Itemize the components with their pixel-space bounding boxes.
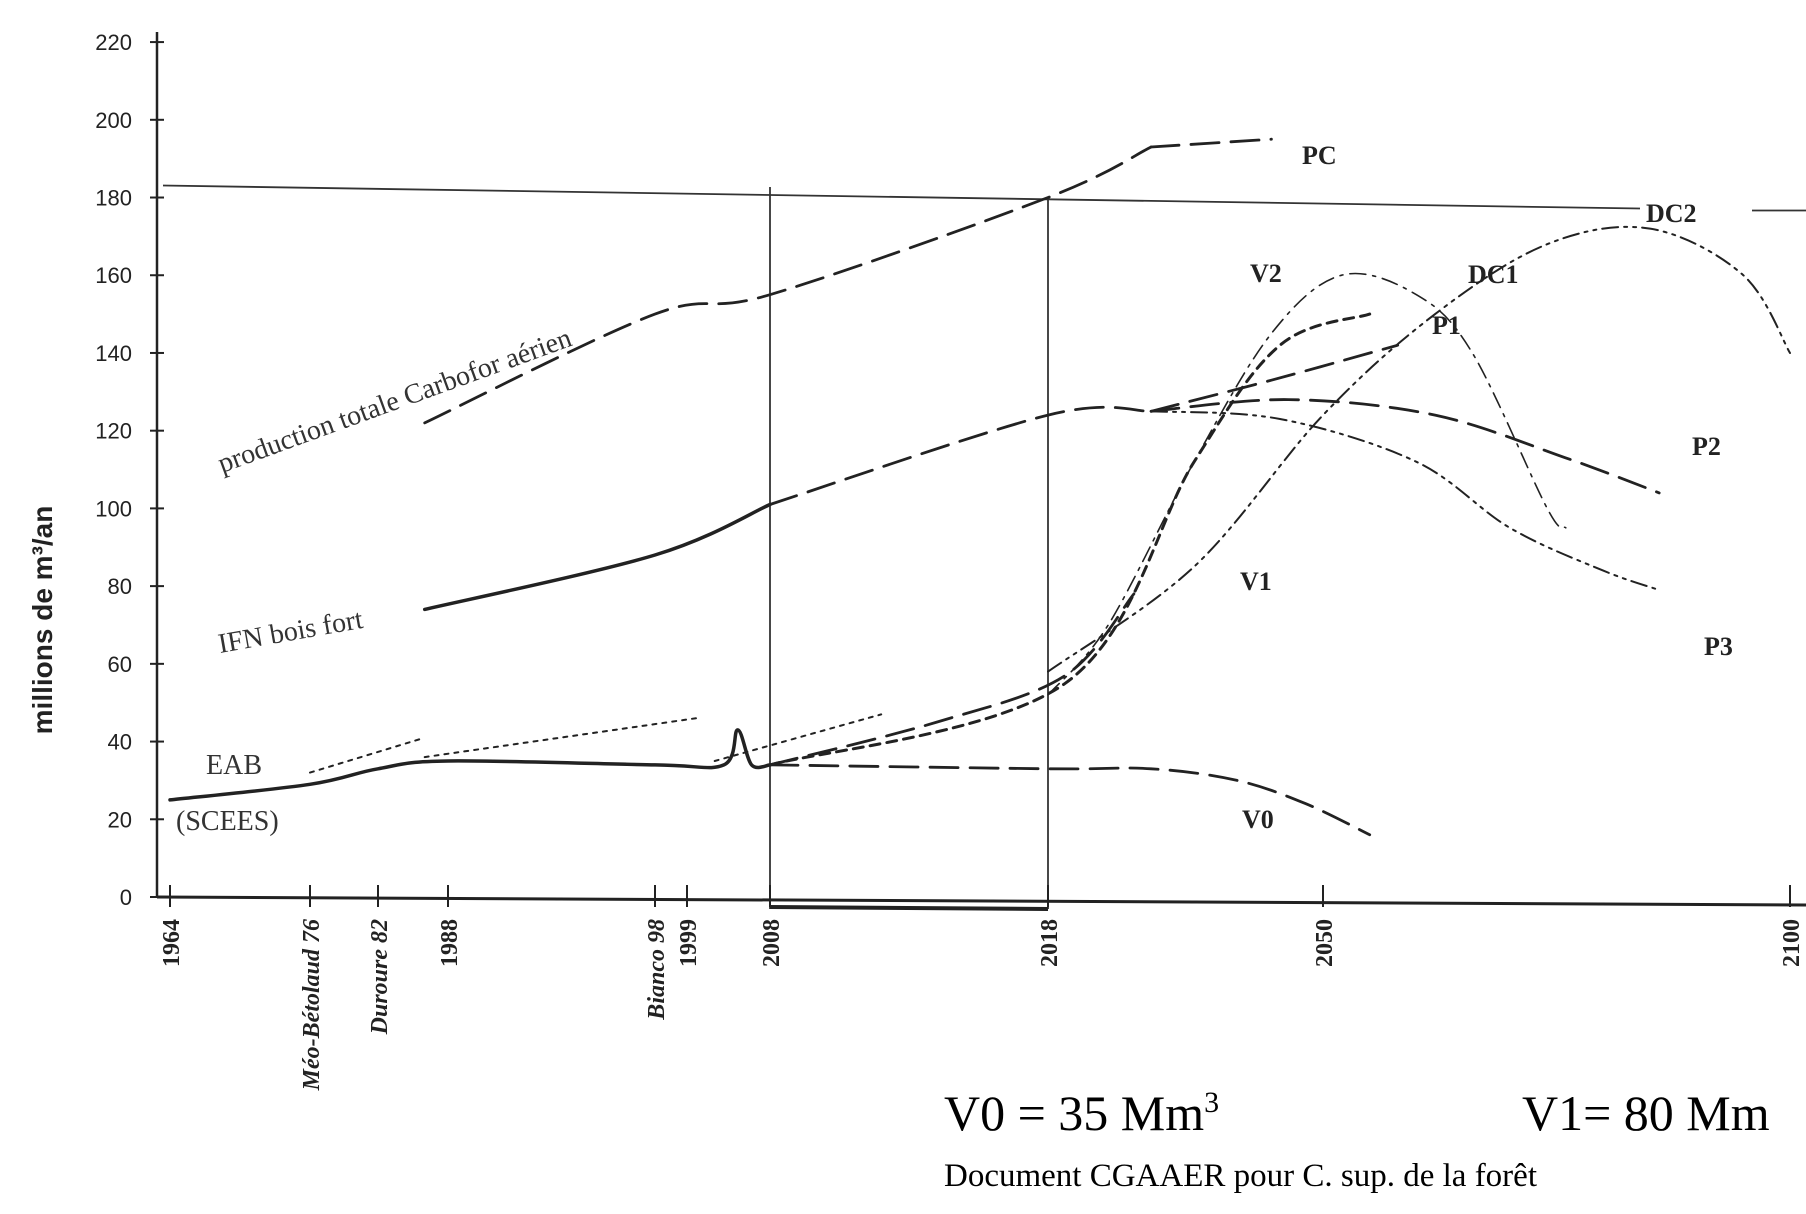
series-label-v0: V0 <box>1242 805 1274 834</box>
series-line-dc1 <box>1047 272 1567 696</box>
x-tick-label: Duroure 82 <box>367 919 393 1035</box>
reference-line-segment <box>162 184 1641 210</box>
series-line-v2 <box>768 312 1372 767</box>
x-tick-label: 2018 <box>1037 919 1063 967</box>
series-line-production-totale-carbofor-a-rien <box>423 145 1153 425</box>
x-axis-highlight <box>769 905 1049 911</box>
series-line-p1 <box>1149 343 1400 413</box>
axes <box>155 32 1806 911</box>
series-line-ifn-bois-fort <box>422 502 772 612</box>
series-line-p3 <box>1150 410 1661 591</box>
y-tick-label: 220 <box>95 30 132 55</box>
y-tick-label: 180 <box>95 186 132 211</box>
y-tick-label: 20 <box>108 807 132 832</box>
series-label-p3: P3 <box>1704 632 1733 661</box>
source-note: Document CGAAER pour C. sup. de la forêt <box>944 1158 1537 1194</box>
series-line-v1 <box>768 592 1136 767</box>
y-tick-label: 140 <box>95 341 132 366</box>
x-tick-label: 2008 <box>759 919 785 967</box>
series-line-eab-scees- <box>168 728 772 802</box>
eab-label: EAB <box>206 750 262 781</box>
y-tick-label: 80 <box>108 574 132 599</box>
scees-label: (SCEES) <box>176 806 279 837</box>
y-tick-label: 120 <box>95 419 132 444</box>
x-tick-label: Bianco 98 <box>644 919 670 1021</box>
series-line-p2 <box>1149 398 1661 495</box>
carbofor-label: production totale Carbofor aérien <box>214 323 576 480</box>
series-line-pc <box>1149 137 1273 149</box>
vertical-lines <box>769 187 1049 909</box>
y-axis-label: millions de m³/an <box>27 506 58 735</box>
x-tick-label: 1999 <box>676 919 702 967</box>
y-tick-label: 0 <box>120 885 132 910</box>
x-axis-ticks: 1964 Méo-Bétolaud 76 Duroure 82 1988 Bianco … <box>159 885 1805 1091</box>
series-label-pc: PC <box>1302 141 1337 170</box>
x-axis-line <box>156 895 1806 907</box>
series-label-dc2: DC2 <box>1646 199 1697 228</box>
series-label-p2: P2 <box>1692 432 1721 461</box>
series-label-v2: V2 <box>1250 259 1282 288</box>
series-label-dc1: DC1 <box>1468 260 1519 289</box>
y-tick-label: 200 <box>95 108 132 133</box>
series-line-segment-5 <box>423 717 698 759</box>
series-label-p1: P1 <box>1432 311 1461 340</box>
y-tick-label: 100 <box>95 496 132 521</box>
x-tick-label: 2050 <box>1312 919 1338 967</box>
series-line-v0 <box>768 763 1372 837</box>
y-tick-label: 160 <box>95 263 132 288</box>
series-line-segment-6 <box>713 713 883 762</box>
series-line-segment-2 <box>768 405 1153 506</box>
y-tick-label: 40 <box>108 730 132 755</box>
series-label-v1: V1 <box>1240 567 1272 596</box>
ifn-label: IFN bois fort <box>216 604 366 660</box>
y-axis-ticks: 0 20 40 60 80 100 120 140 160 180 200 220 <box>95 30 164 910</box>
reference-line <box>162 184 1806 212</box>
series-line-dc2 <box>1047 225 1791 673</box>
x-tick-label: Méo-Bétolaud 76 <box>299 919 325 1091</box>
x-tick-label: 1988 <box>437 919 463 967</box>
x-tick-label: 1964 <box>159 919 185 967</box>
series-lines <box>168 137 1791 837</box>
x-tick-label: 2100 <box>1779 919 1805 967</box>
series-line-segment-4 <box>309 736 426 774</box>
v1-volume: V1= 80 Mm <box>1522 1085 1770 1141</box>
y-tick-label: 60 <box>108 652 132 677</box>
v0-volume: V0 = 35 Mm3 <box>944 1085 1219 1141</box>
